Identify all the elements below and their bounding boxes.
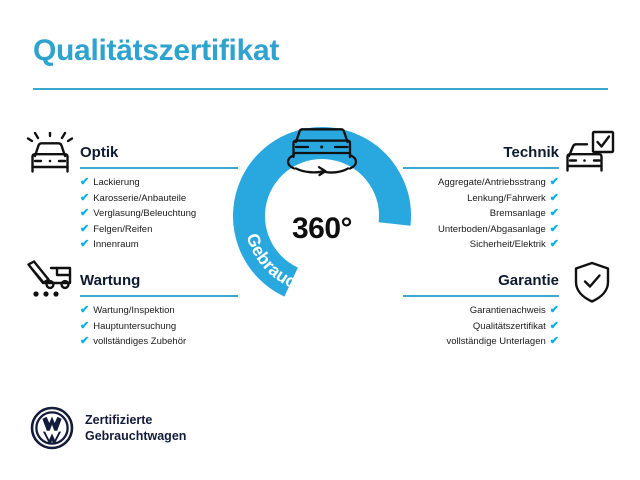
section-optik-header: Optik [80, 143, 238, 169]
section-technik: Technik Aggregate/Antriebsstrang ✔ Lenku… [403, 143, 559, 253]
section-wartung: Wartung ✔ Wartung/Inspektion ✔ Hauptunte… [80, 271, 238, 350]
page-title: Qualitätszertifikat [33, 34, 280, 67]
360-check-badge: Gebrauchtwagen-Check 360° [228, 118, 416, 310]
list-item-label: Garantienachweis [469, 305, 546, 316]
list-item-label: Verglasung/Beleuchtung [93, 208, 197, 219]
section-wartung-header: Wartung [80, 271, 238, 297]
check-icon: ✔ [549, 207, 559, 220]
section-optik-underline [80, 167, 238, 169]
check-icon: ✔ [549, 304, 559, 317]
section-wartung-title: Wartung [80, 272, 141, 289]
section-wartung-list: ✔ Wartung/Inspektion ✔ Hauptuntersuchung… [80, 303, 238, 350]
check-icon: ✔ [80, 222, 90, 235]
section-garantie-list: Garantienachweis ✔ Qualitätszertifikat ✔… [403, 303, 559, 350]
car-360-rotation-icon [286, 128, 358, 177]
check-icon: ✔ [80, 304, 90, 317]
header-divider [33, 88, 608, 90]
section-optik: Optik ✔ Lackierung ✔ Karosserie/Anbautei… [80, 143, 238, 253]
list-item: Garantienachweis ✔ [403, 303, 559, 319]
section-optik-title: Optik [80, 144, 119, 161]
volkswagen-logo [30, 406, 74, 450]
list-item-label: Lenkung/Fahrwerk [467, 192, 546, 204]
check-icon: ✔ [80, 238, 90, 251]
section-technik-underline [403, 167, 559, 169]
check-icon: ✔ [549, 222, 559, 235]
list-item: Sicherheit/Elektrik ✔ [403, 237, 559, 253]
footer-line-2: Gebrauchtwagen [85, 429, 187, 443]
check-icon: ✔ [549, 176, 559, 189]
check-icon: ✔ [549, 319, 559, 332]
list-item-label: Innenraum [93, 239, 139, 250]
list-item-label: Wartung/Inspektion [93, 305, 175, 316]
check-icon: ✔ [80, 191, 90, 204]
list-item: ✔ vollständiges Zubehör [80, 334, 238, 350]
list-item-label: vollständiges Zubehör [93, 336, 187, 347]
list-item-label: Hauptuntersuchung [93, 320, 177, 332]
section-garantie-underline [403, 295, 559, 297]
car-checkbox-icon [566, 130, 616, 174]
section-wartung-underline [80, 295, 238, 297]
check-icon: ✔ [549, 238, 559, 251]
list-item: Unterboden/Abgasanlage ✔ [403, 222, 559, 238]
list-item: ✔ Felgen/Reifen [80, 222, 238, 238]
list-item: ✔ Karosserie/Anbauteile [80, 191, 238, 207]
badge-degrees: 360° [291, 212, 353, 245]
section-technik-header: Technik [403, 143, 559, 169]
check-icon: ✔ [549, 191, 559, 204]
list-item: Aggregate/Antriebsstrang ✔ [403, 175, 559, 191]
footer-brand-text: Zertifizierte Gebrauchtwagen [85, 412, 186, 444]
car-service-tool-icon [24, 260, 76, 304]
list-item-label: Sicherheit/Elektrik [469, 239, 546, 250]
list-item: Bremsanlage ✔ [403, 206, 559, 222]
check-icon: ✔ [80, 176, 90, 189]
list-item-label: Lackierung [93, 177, 140, 188]
check-icon: ✔ [80, 207, 90, 220]
list-item: ✔ Wartung/Inspektion [80, 303, 238, 319]
list-item-label: Unterboden/Abgasanlage [438, 223, 546, 235]
check-icon: ✔ [80, 319, 90, 332]
car-front-shine-icon [24, 132, 76, 176]
footer-brand: Zertifizierte Gebrauchtwagen [30, 406, 186, 450]
list-item: ✔ Verglasung/Beleuchtung [80, 206, 238, 222]
badge-ring [233, 127, 411, 305]
list-item: vollständige Unterlagen ✔ [403, 334, 559, 350]
list-item-label: Felgen/Reifen [93, 223, 153, 235]
shield-check-icon [572, 261, 612, 305]
list-item: Lenkung/Fahrwerk ✔ [403, 191, 559, 207]
list-item: ✔ Innenraum [80, 237, 238, 253]
list-item: Qualitätszertifikat ✔ [403, 319, 559, 335]
list-item-label: Karosserie/Anbauteile [93, 192, 187, 204]
section-garantie-title: Garantie [498, 272, 559, 289]
list-item-label: Qualitätszertifikat [472, 320, 546, 332]
list-item-label: Bremsanlage [489, 208, 546, 219]
section-garantie: Garantie Garantienachweis ✔ Qualitätszer… [403, 271, 559, 350]
list-item: ✔ Hauptuntersuchung [80, 319, 238, 335]
list-item: ✔ Lackierung [80, 175, 238, 191]
section-optik-list: ✔ Lackierung ✔ Karosserie/Anbauteile ✔ V… [80, 175, 238, 253]
section-garantie-header: Garantie [403, 271, 559, 297]
check-icon: ✔ [80, 335, 90, 348]
section-technik-list: Aggregate/Antriebsstrang ✔ Lenkung/Fahrw… [403, 175, 559, 253]
list-item-label: vollständige Unterlagen [446, 336, 546, 347]
list-item-label: Aggregate/Antriebsstrang [438, 177, 546, 188]
check-icon: ✔ [549, 335, 559, 348]
footer-line-1: Zertifizierte [85, 413, 153, 427]
section-technik-title: Technik [503, 144, 559, 161]
